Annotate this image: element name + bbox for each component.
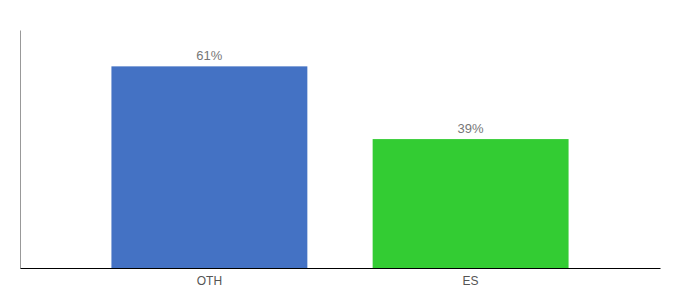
y-axis-line	[20, 31, 21, 269]
data-label: 61%	[196, 48, 222, 63]
data-label: 39%	[458, 121, 484, 136]
x-tick-label: ES	[463, 274, 479, 288]
x-axis-line	[21, 268, 661, 269]
x-tick: ES	[463, 274, 479, 288]
x-tick: OTH	[197, 274, 222, 288]
bar	[373, 139, 569, 268]
x-tick-label: OTH	[197, 274, 222, 288]
y-axis	[20, 31, 21, 269]
plot-area: OTH ES 61% 39%	[21, 31, 661, 288]
data-labels: 61% 39%	[196, 48, 484, 136]
chart-svg: OTH ES 61% 39%	[0, 0, 680, 300]
bar	[111, 66, 307, 268]
x-axis: OTH ES	[21, 269, 661, 288]
bars	[111, 66, 568, 268]
chart-container: OTH ES 61% 39%	[0, 0, 680, 300]
